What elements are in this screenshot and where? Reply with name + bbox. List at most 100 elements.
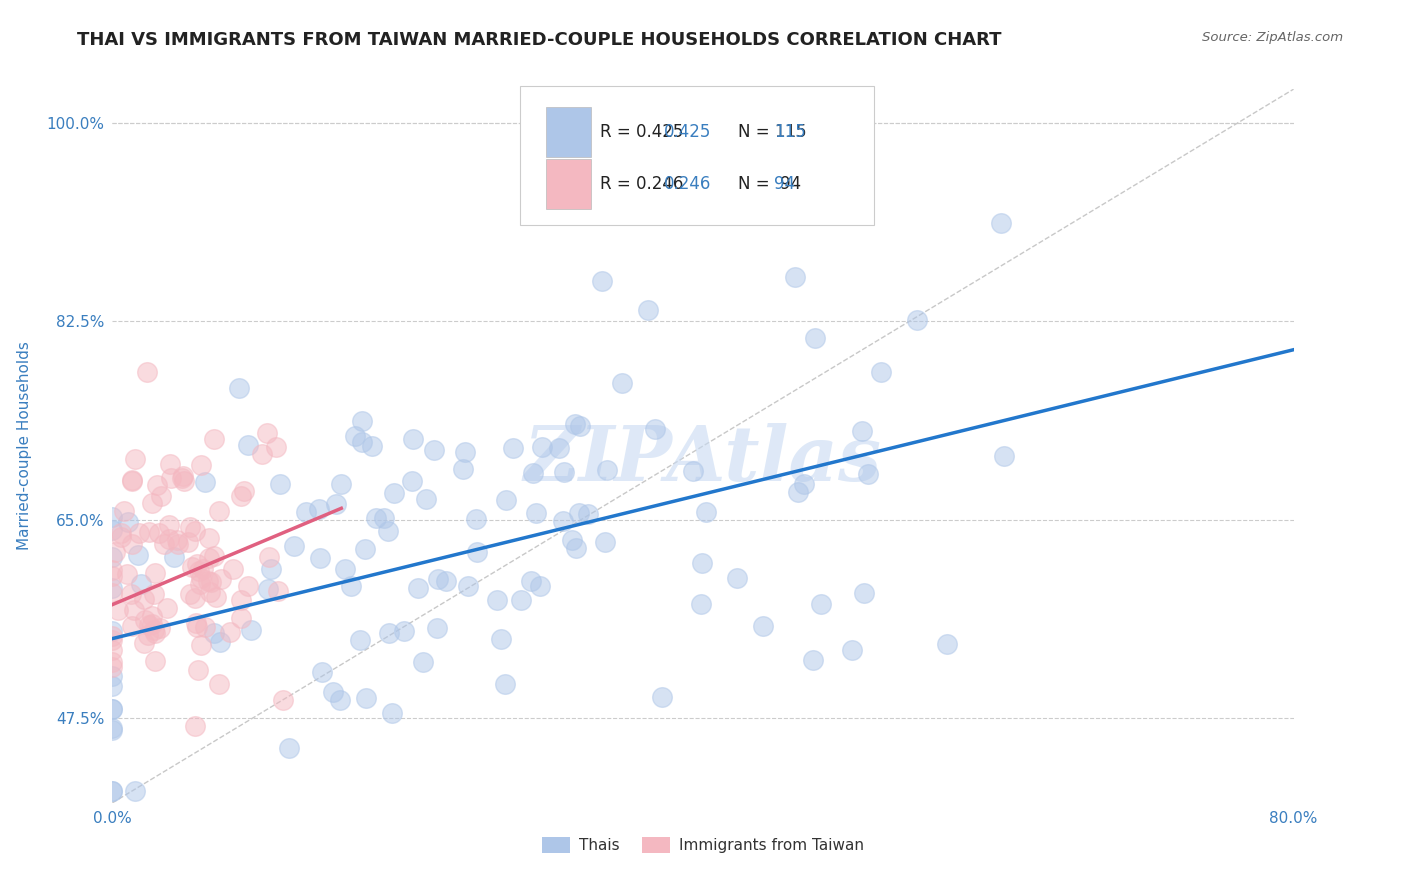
Point — [101, 582, 124, 596]
Point — [208, 677, 231, 691]
Point — [990, 216, 1012, 230]
Point — [256, 426, 278, 441]
Point — [423, 442, 446, 457]
Point — [101, 523, 124, 537]
Point — [146, 478, 169, 492]
Y-axis label: Married-couple Households: Married-couple Households — [17, 342, 32, 550]
Point — [205, 590, 228, 604]
Point — [160, 471, 183, 485]
Point — [208, 504, 231, 518]
Point — [644, 422, 666, 436]
Point — [352, 435, 374, 450]
Point — [502, 441, 524, 455]
Point — [186, 620, 208, 634]
Point — [260, 561, 283, 575]
Point — [101, 784, 124, 798]
Point — [101, 702, 124, 716]
Point — [167, 537, 190, 551]
Point — [101, 669, 124, 683]
Point — [485, 592, 508, 607]
Legend: Thais, Immigrants from Taiwan: Thais, Immigrants from Taiwan — [536, 831, 870, 859]
Point — [141, 608, 163, 623]
Point — [858, 467, 880, 482]
Point — [402, 432, 425, 446]
Point — [209, 635, 232, 649]
Point — [401, 475, 423, 489]
Point — [197, 574, 219, 589]
Point — [181, 560, 204, 574]
Point — [373, 511, 395, 525]
Point — [166, 533, 188, 548]
Point — [852, 586, 875, 600]
Point — [283, 539, 305, 553]
Point — [101, 549, 124, 564]
Point — [163, 550, 186, 565]
Point — [530, 440, 553, 454]
Point — [568, 419, 591, 434]
Point — [129, 576, 152, 591]
Point — [184, 719, 207, 733]
Point — [121, 473, 143, 487]
Point — [124, 783, 146, 797]
Point — [172, 471, 194, 485]
Point — [264, 440, 287, 454]
Point — [153, 537, 176, 551]
Point — [522, 466, 544, 480]
Text: N = 115: N = 115 — [738, 123, 807, 141]
Point — [228, 381, 250, 395]
Point — [553, 465, 575, 479]
Point — [141, 617, 163, 632]
Point — [134, 592, 156, 607]
Point — [426, 572, 449, 586]
Text: R = 0.425: R = 0.425 — [600, 123, 683, 141]
Point — [110, 530, 132, 544]
Point — [810, 597, 832, 611]
Point — [325, 497, 347, 511]
Point — [406, 581, 429, 595]
Point — [330, 477, 353, 491]
Point — [101, 510, 124, 524]
Point — [561, 533, 583, 547]
Point — [520, 574, 543, 589]
Point — [143, 587, 166, 601]
Point — [356, 691, 378, 706]
Point — [682, 464, 704, 478]
Point — [494, 677, 516, 691]
Point — [232, 484, 254, 499]
Text: 94: 94 — [773, 175, 794, 193]
Point — [793, 476, 815, 491]
Point — [149, 489, 172, 503]
Point — [465, 545, 488, 559]
Point — [121, 619, 143, 633]
Point — [120, 587, 142, 601]
Point — [190, 638, 212, 652]
Text: THAI VS IMMIGRANTS FROM TAIWAN MARRIED-COUPLE HOUSEHOLDS CORRELATION CHART: THAI VS IMMIGRANTS FROM TAIWAN MARRIED-C… — [77, 31, 1002, 49]
Point — [101, 784, 124, 798]
Point — [124, 602, 146, 616]
Point — [187, 663, 209, 677]
Text: Source: ZipAtlas.com: Source: ZipAtlas.com — [1202, 31, 1343, 45]
Point — [591, 274, 613, 288]
Point — [128, 525, 150, 540]
Point — [148, 525, 170, 540]
Point — [101, 632, 124, 647]
Point — [200, 585, 222, 599]
Point — [157, 518, 180, 533]
Point — [202, 626, 225, 640]
Point — [134, 613, 156, 627]
Point — [524, 506, 547, 520]
Point — [101, 660, 124, 674]
Point — [269, 477, 291, 491]
Point — [308, 502, 330, 516]
Point — [993, 450, 1015, 464]
Point — [451, 461, 474, 475]
Point — [553, 514, 575, 528]
Point — [564, 417, 586, 431]
Point — [695, 505, 717, 519]
Point — [689, 598, 711, 612]
Point — [610, 376, 633, 390]
Point — [238, 438, 260, 452]
Point — [107, 602, 129, 616]
Point — [457, 579, 479, 593]
Point — [596, 463, 619, 477]
